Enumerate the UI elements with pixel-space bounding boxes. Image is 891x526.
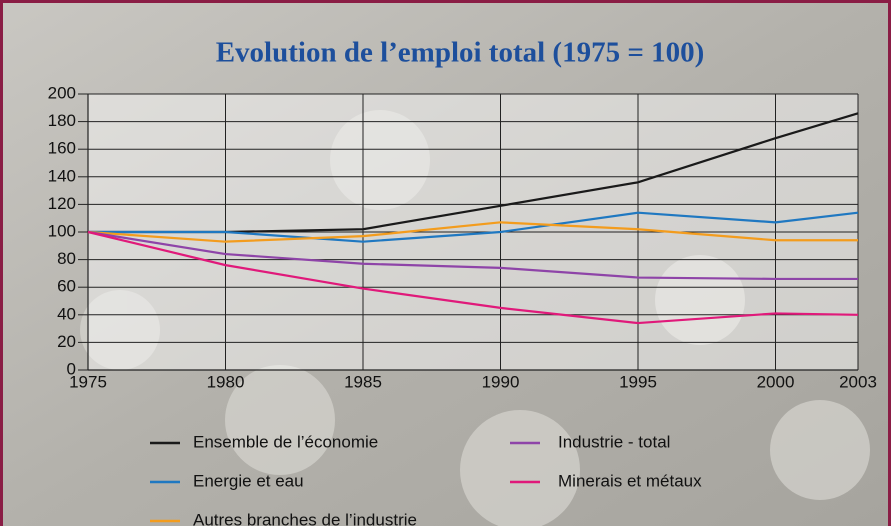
y-tick-label: 180: [48, 111, 76, 130]
y-tick-label: 40: [57, 304, 76, 323]
y-tick-label: 200: [48, 83, 76, 102]
y-tick-label: 80: [57, 249, 76, 268]
y-tick-label: 20: [57, 332, 76, 351]
legend-label: Minerais et métaux: [558, 471, 702, 490]
y-tick-label: 140: [48, 166, 76, 185]
y-tick-label: 120: [48, 194, 76, 213]
legend-label: Industrie - total: [558, 432, 670, 451]
legend-label: Ensemble de l’économie: [193, 432, 378, 451]
x-tick-label: 1995: [619, 372, 657, 391]
y-tick-label: 160: [48, 139, 76, 158]
x-tick-label: 1985: [344, 372, 382, 391]
chart: Evolution de l’emploi total (1975 = 100)…: [0, 0, 891, 526]
chart-title: Evolution de l’emploi total (1975 = 100): [216, 37, 705, 69]
x-tick-label: 2003: [839, 372, 877, 391]
legend-label: Energie et eau: [193, 471, 304, 490]
y-tick-label: 100: [48, 221, 76, 240]
legend-label: Autres branches de l’industrie: [193, 510, 417, 526]
y-tick-label: 60: [57, 277, 76, 296]
x-tick-label: 1975: [69, 372, 107, 391]
x-tick-label: 1980: [207, 372, 245, 391]
x-tick-label: 1990: [482, 372, 520, 391]
page: Evolution de l’emploi total (1975 = 100)…: [0, 0, 891, 526]
x-tick-label: 2000: [757, 372, 795, 391]
